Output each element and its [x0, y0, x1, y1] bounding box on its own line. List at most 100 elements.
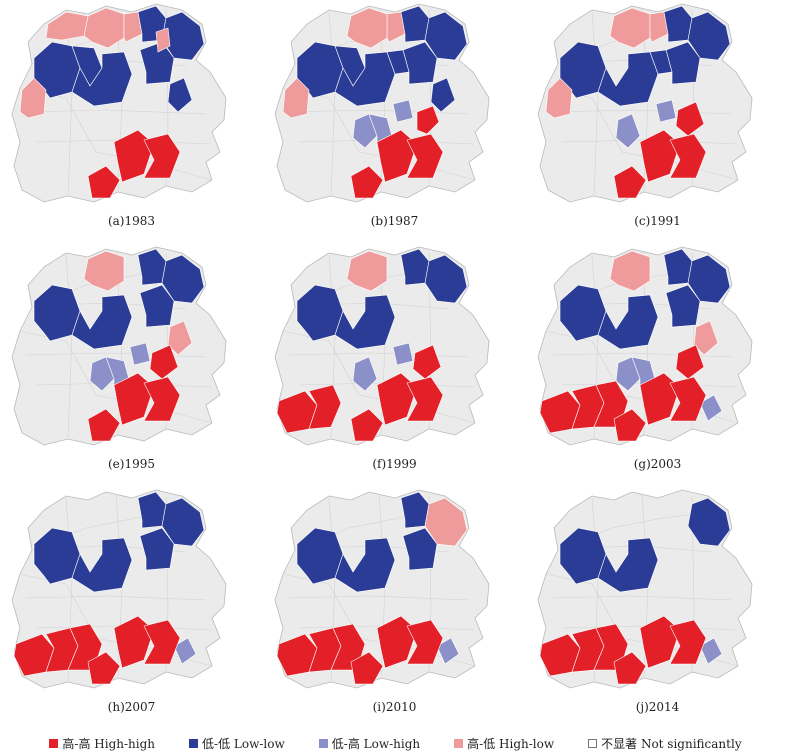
cluster-region-high-low — [693, 320, 719, 356]
cluster-region-low-low — [334, 537, 396, 593]
cluster-region-high-high — [669, 376, 707, 422]
cluster-region-low-low — [597, 537, 659, 593]
legend-item-high-high: 高-高 High-high — [49, 735, 155, 752]
map-caption: (b)1987 — [370, 214, 419, 228]
legend-swatch — [318, 738, 328, 748]
choropleth-map — [274, 489, 490, 689]
map-caption: (h)2007 — [107, 700, 156, 714]
legend-swatch — [189, 738, 199, 748]
cluster-region-low-low — [687, 497, 731, 547]
cluster-region-high-high — [350, 165, 384, 199]
legend-label: 不显著 Not significantly — [601, 736, 742, 751]
cluster-region-low-low — [161, 254, 205, 304]
choropleth-map — [537, 489, 753, 689]
cluster-region-high-low — [609, 250, 651, 292]
cluster-region-high-high — [113, 615, 155, 669]
cluster-region-high-low — [83, 7, 125, 49]
map-caption: (i)2010 — [372, 700, 417, 714]
cluster-region-low-high — [392, 342, 414, 366]
cluster-region-high-high — [149, 344, 179, 380]
map-caption: (f)1999 — [372, 457, 417, 471]
cluster-region-high-low — [167, 320, 193, 356]
choropleth-map — [11, 246, 227, 446]
map-caption: (e)1995 — [107, 457, 155, 471]
cluster-region-high-high — [376, 129, 418, 183]
cluster-region-low-low — [167, 77, 193, 113]
choropleth-map — [11, 489, 227, 689]
cluster-region-low-low — [386, 49, 410, 75]
cluster-region-low-low — [430, 77, 456, 113]
choropleth-map — [537, 246, 753, 446]
cluster-region-high-high — [412, 344, 442, 380]
cluster-region-high-high — [87, 165, 121, 199]
legend-item-high-low: 高-低 High-low — [454, 735, 554, 752]
cluster-region-high-low — [346, 250, 388, 292]
cluster-region-low-high — [615, 113, 641, 149]
cluster-region-low-high — [699, 637, 723, 665]
cluster-region-high-high — [87, 651, 121, 685]
cluster-region-high-high — [669, 619, 707, 665]
choropleth-map — [537, 3, 753, 203]
map-panel-j: (j)2014 — [526, 486, 789, 729]
cluster-region-high-high — [308, 384, 342, 430]
map-panel-f: (f)1999 — [263, 243, 526, 486]
legend-label: 高-高 High-high — [62, 736, 156, 751]
cluster-region-low-low — [402, 527, 438, 571]
cluster-region-high-low — [155, 27, 171, 53]
cluster-region-low-low — [649, 49, 673, 75]
cluster-region-low-high — [173, 637, 197, 665]
cluster-region-low-low — [687, 11, 731, 61]
map-panel-g: (g)2003 — [526, 243, 789, 486]
cluster-region-low-low — [687, 254, 731, 304]
cluster-region-high-high — [639, 615, 681, 669]
cluster-region-high-high — [143, 133, 181, 179]
map-panel-b: (b)1987 — [263, 0, 526, 243]
cluster-region-high-high — [416, 105, 440, 135]
cluster-region-low-high — [89, 356, 115, 392]
cluster-region-low-low — [71, 51, 133, 107]
map-legend: 高-高 High-high 低-低 Low-low 低-高 Low-high 高… — [0, 733, 791, 753]
cluster-region-high-low — [123, 11, 143, 43]
choropleth-map — [11, 3, 227, 203]
cluster-region-high-high — [143, 376, 181, 422]
cluster-region-high-high — [675, 344, 705, 380]
cluster-region-low-high — [352, 356, 378, 392]
cluster-region-high-high — [376, 615, 418, 669]
cluster-region-high-high — [639, 129, 681, 183]
cluster-region-high-low — [45, 11, 89, 41]
cluster-region-high-low — [424, 497, 468, 547]
cluster-region-low-low — [71, 294, 133, 350]
cluster-region-low-low — [665, 284, 701, 328]
legend-item-not-significant: 不显著 Not significantly — [588, 735, 742, 752]
cluster-region-low-low — [424, 11, 468, 61]
map-caption: (a)1983 — [107, 214, 156, 228]
cluster-region-high-high — [376, 372, 418, 426]
map-caption: (j)2014 — [635, 700, 680, 714]
cluster-region-low-low — [597, 294, 659, 350]
map-panel-i: (i)2010 — [263, 486, 526, 729]
cluster-region-high-high — [406, 133, 444, 179]
cluster-region-high-high — [113, 129, 155, 183]
cluster-region-high-low — [609, 7, 651, 49]
cluster-region-high-low — [649, 11, 669, 43]
cluster-region-low-low — [71, 537, 133, 593]
legend-label: 低-低 Low-low — [202, 736, 285, 751]
map-panel-e: (e)1995 — [0, 243, 263, 486]
cluster-region-high-high — [87, 408, 121, 442]
cluster-region-high-high — [675, 101, 705, 137]
cluster-region-high-high — [350, 408, 384, 442]
map-panel-h: (h)2007 — [0, 486, 263, 729]
cluster-region-high-high — [143, 619, 181, 665]
cluster-region-high-high — [639, 372, 681, 426]
legend-label: 高-低 High-low — [467, 736, 555, 751]
legend-item-low-high: 低-高 Low-high — [318, 735, 420, 752]
cluster-region-high-high — [350, 651, 384, 685]
cluster-region-low-low — [139, 284, 175, 328]
cluster-region-low-high — [655, 99, 677, 123]
map-grid: (a)1983 (b)1987 (c)1991 (e)1995 (f)1999 … — [0, 0, 789, 729]
cluster-region-low-high — [699, 394, 723, 422]
cluster-region-high-low — [346, 7, 388, 49]
cluster-region-high-high — [613, 651, 647, 685]
cluster-region-low-high — [352, 113, 378, 149]
legend-swatch — [454, 738, 464, 748]
